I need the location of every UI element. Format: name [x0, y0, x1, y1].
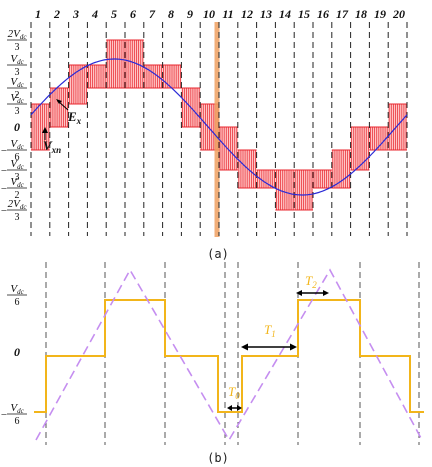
svg-text:−: −: [1, 409, 7, 421]
svg-text:6: 6: [15, 416, 20, 427]
sector-number: 8: [168, 7, 174, 21]
sector-number: 11: [222, 7, 233, 21]
reference-sine-curve: [30, 58, 408, 196]
svg-text:Vdc: Vdc: [10, 92, 24, 105]
svg-text:Vdc: Vdc: [10, 76, 24, 89]
svg-text:2Vdc: 2Vdc: [8, 28, 28, 41]
t1-interval-arrow: [241, 343, 297, 351]
sector-number: 9: [187, 7, 193, 21]
sector-number: 17: [336, 7, 349, 21]
sector-number: 1: [35, 7, 41, 21]
panel-a-waveform: 1 2 3 4 5 6 7 8 9 10 11 12 13 14 15 16 17 18 19 20 2Vdc3Vdc…: [1, 7, 408, 261]
t2-label: T2: [305, 273, 317, 290]
y-level-label: 0: [14, 345, 20, 359]
svg-text:3: 3: [15, 42, 20, 53]
svg-text:Vdc: Vdc: [10, 138, 24, 151]
t0-label: T0: [228, 384, 240, 401]
vxn-arrowhead: [42, 127, 48, 133]
sector-number: 18: [355, 7, 367, 21]
svg-text:3: 3: [15, 67, 20, 78]
svg-text:6: 6: [15, 297, 20, 308]
svg-text:−: −: [1, 183, 7, 195]
svg-text:3: 3: [15, 172, 20, 183]
t0-interval-arrow: [227, 405, 242, 411]
sector-number: 13: [260, 7, 272, 21]
t2-interval-arrow: [296, 290, 329, 296]
svg-text:6: 6: [15, 152, 20, 163]
sector-number: 7: [149, 7, 156, 21]
svg-text:Vdc: Vdc: [10, 402, 24, 415]
ex-arrowhead: [56, 99, 62, 104]
sector-number: 4: [91, 7, 98, 21]
sector-number: 19: [374, 7, 386, 21]
svg-text:2: 2: [15, 190, 20, 201]
svg-text:Vdc: Vdc: [10, 53, 24, 66]
sector-number: 15: [298, 7, 310, 21]
caption-b: (b): [207, 451, 229, 465]
sector-number: 5: [111, 7, 117, 21]
svg-text:3: 3: [15, 212, 20, 223]
svg-text:−: −: [1, 205, 7, 217]
svg-text:2: 2: [15, 90, 20, 101]
svg-text:Vdc: Vdc: [10, 283, 24, 296]
svg-text:2Vdc: 2Vdc: [8, 198, 28, 211]
sector-number: 20: [392, 7, 405, 21]
svg-text:3: 3: [15, 106, 20, 117]
vxn-label: Vxn: [43, 138, 61, 155]
svg-text:0: 0: [14, 120, 20, 134]
svg-text:Vdc: Vdc: [10, 176, 24, 189]
ex-label: Ex: [67, 109, 82, 126]
sector-number: 2: [53, 7, 60, 21]
sector-number: 10: [203, 7, 215, 21]
sector-number: 12: [241, 7, 253, 21]
svg-text:Vdc: Vdc: [10, 158, 24, 171]
t1-label: T1: [264, 322, 276, 339]
sector-number: 16: [317, 7, 329, 21]
caption-a: (a): [207, 247, 229, 261]
svg-text:0: 0: [14, 345, 20, 359]
triangle-carrier-line: [35, 268, 423, 442]
sector-number: 3: [72, 7, 79, 21]
svg-text:−: −: [1, 145, 7, 157]
sector-10-highlight: [214, 22, 220, 237]
sector-number: 6: [130, 7, 136, 21]
svg-text:−: −: [1, 165, 7, 177]
y-level-label: 0: [14, 120, 20, 134]
sector-number: 14: [279, 7, 291, 21]
step-voltage-line: [34, 299, 424, 413]
